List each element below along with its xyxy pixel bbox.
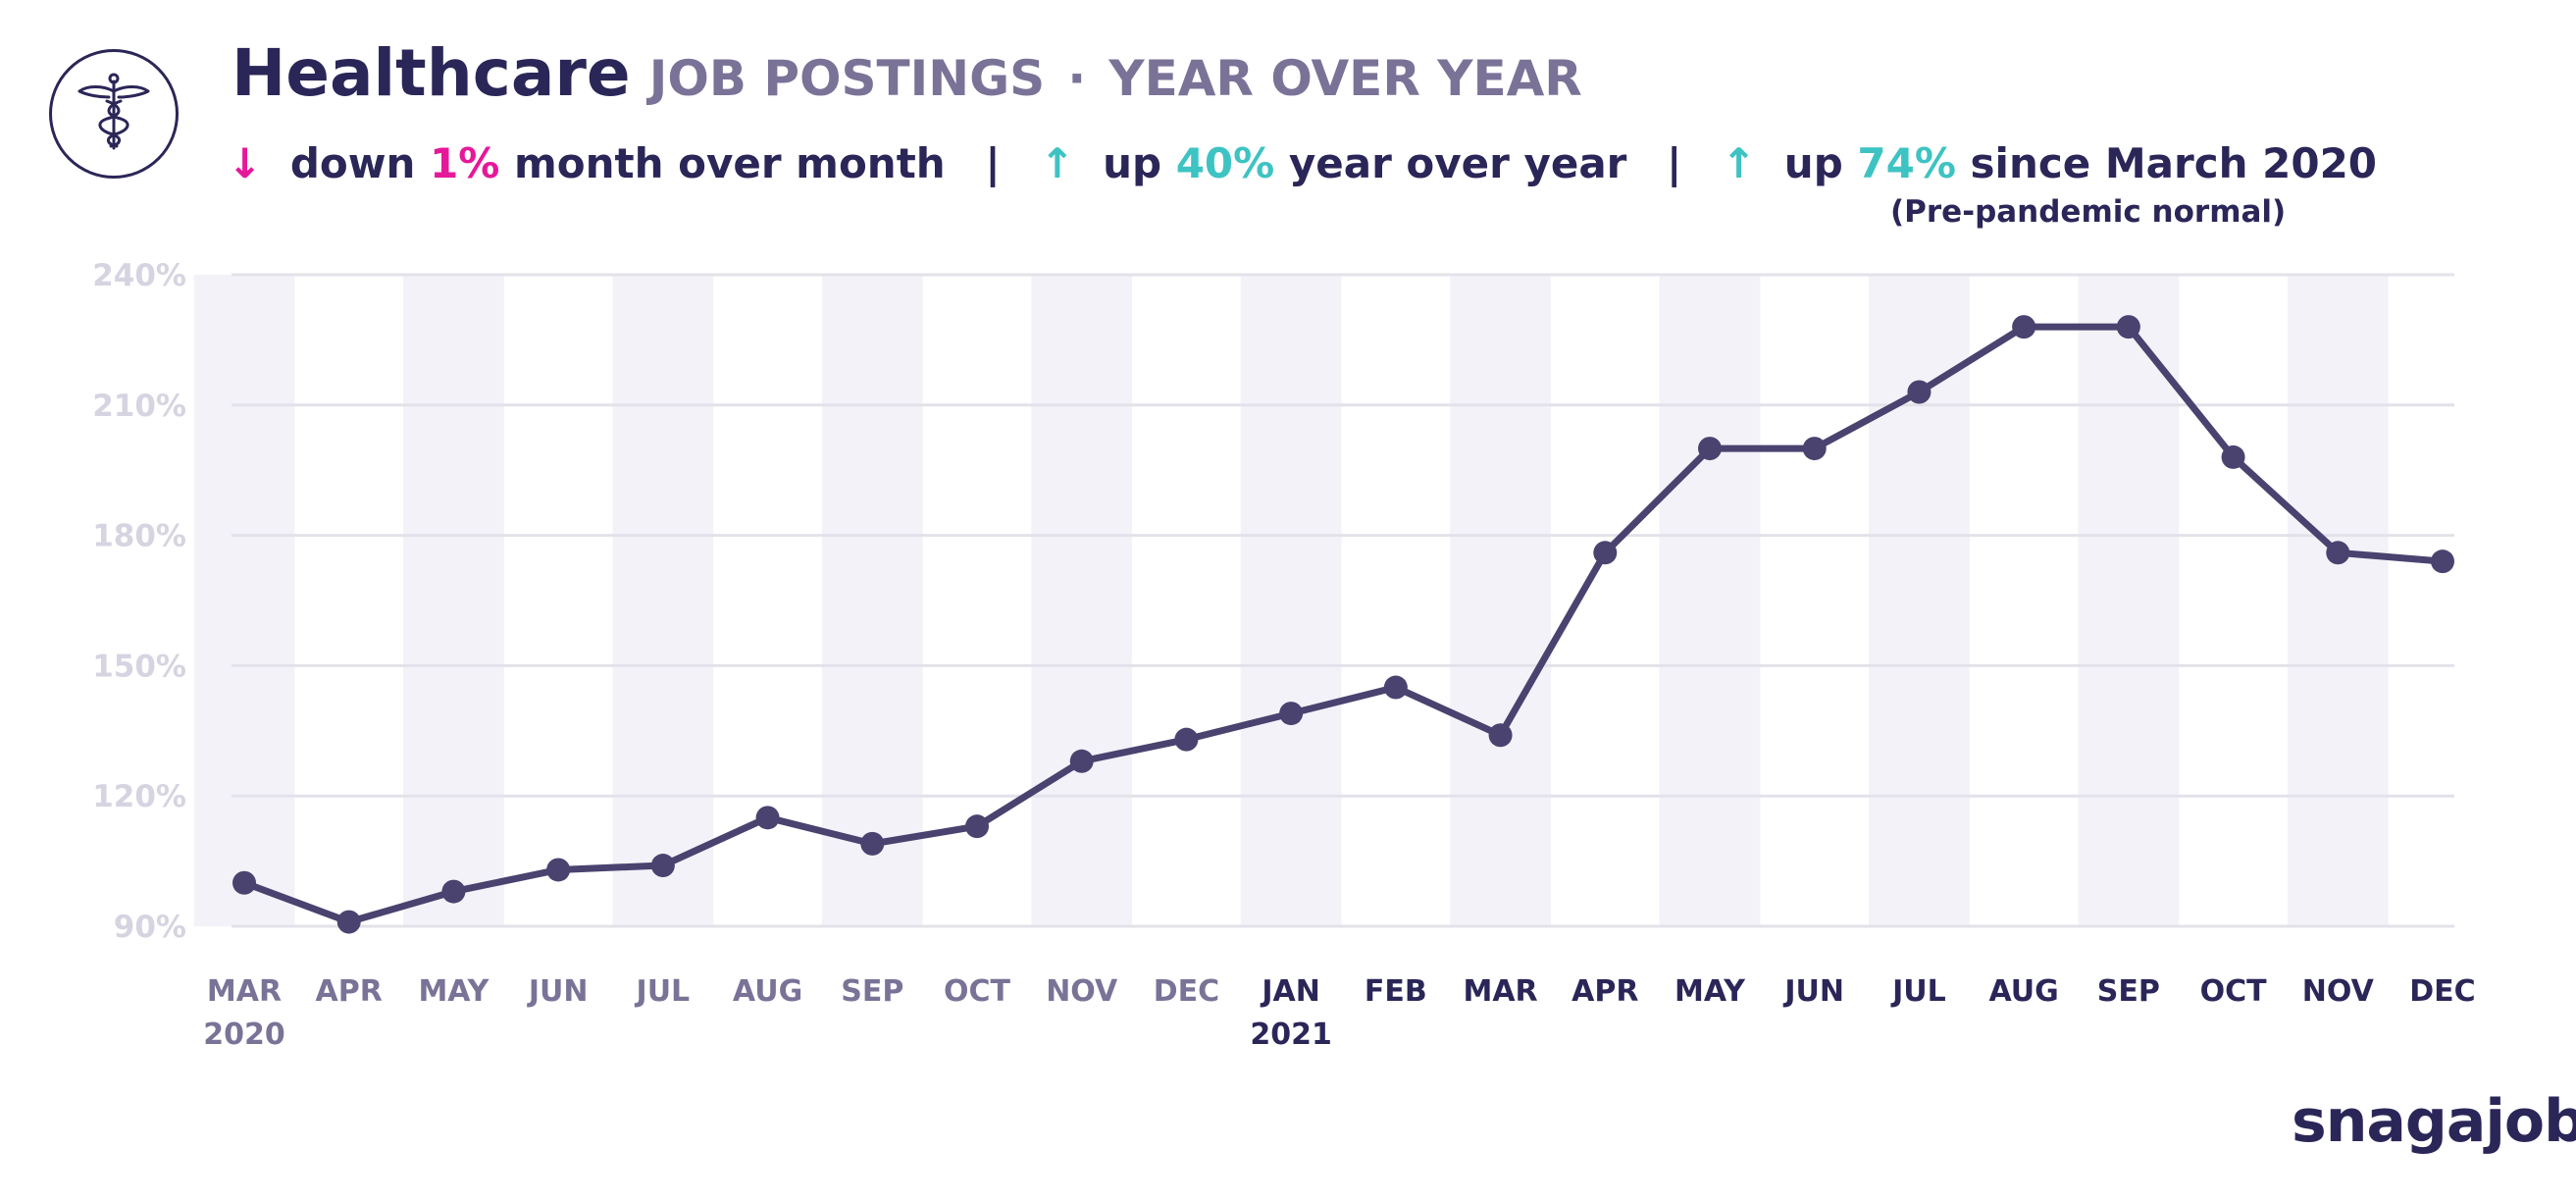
data-point <box>1069 749 1094 773</box>
footnote: (Pre-pandemic normal) <box>1890 194 2287 230</box>
arrow-down-icon: ↓ <box>228 139 263 187</box>
stat-yoy-suffix: year over year <box>1288 139 1627 187</box>
stat-separator: | <box>1667 139 1682 187</box>
x-axis-ticks: MAR APR MAY JUN JUL AUG SEP OCT NOV DEC JAN FEB MAR A… <box>203 974 2475 1052</box>
data-point <box>1279 702 1304 726</box>
y-tick-label: 120% <box>92 779 186 814</box>
stat-yoy-prefix: up <box>1103 139 1162 187</box>
stat-since: ↑ up 74% since March 2020 <box>1722 139 2377 187</box>
title-dot: · <box>1067 50 1087 107</box>
logo-badge <box>49 49 179 179</box>
x-tick-label: JUL <box>1890 974 1946 1009</box>
title-subtitle-1: JOB POSTINGS <box>648 50 1046 107</box>
x-tick-label: NOV <box>1046 974 1118 1009</box>
y-axis-ticks: 90% 120% 150% 180% 210% 240% <box>92 258 186 945</box>
x-tick-label: DEC <box>1154 974 1219 1009</box>
data-point <box>336 910 361 934</box>
x-year-label: 2021 <box>1250 1018 1332 1052</box>
x-tick-label: DEC <box>2409 974 2475 1009</box>
data-point <box>2326 541 2350 565</box>
data-point <box>650 854 675 878</box>
data-point <box>2221 444 2245 469</box>
stat-mom: ↓ down 1% month over month <box>228 139 959 187</box>
stat-mom-suffix: month over month <box>514 139 946 187</box>
data-point <box>441 879 466 904</box>
x-tick-label: MAR <box>207 974 282 1009</box>
data-point <box>2012 315 2036 339</box>
data-point <box>1802 437 1827 461</box>
x-tick-label: MAY <box>418 974 489 1009</box>
data-point <box>1698 437 1722 461</box>
x-tick-label: JUN <box>1782 974 1844 1009</box>
x-tick-label: OCT <box>944 974 1011 1009</box>
arrow-up-icon: ↑ <box>1721 139 1757 187</box>
stats-row: ↓ down 1% month over month | ↑ up 40% ye… <box>228 139 2377 187</box>
chart-title: Healthcare JOB POSTINGS · YEAR OVER YEAR <box>232 35 1582 111</box>
y-tick-label: 210% <box>92 389 186 424</box>
x-tick-label: SEP <box>841 974 903 1009</box>
x-tick-label: JUN <box>527 974 589 1009</box>
x-tick-label: FEB <box>1365 974 1427 1009</box>
stat-yoy: ↑ up 40% year over year <box>1040 139 1641 187</box>
x-tick-label: NOV <box>2302 974 2375 1009</box>
x-tick-label: MAY <box>1674 974 1746 1009</box>
chart-band <box>612 275 714 926</box>
stat-mom-prefix: down <box>289 139 416 187</box>
x-tick-label: OCT <box>2200 974 2268 1009</box>
chart-band <box>1031 275 1133 926</box>
title-subtitle-2: YEAR OVER YEAR <box>1108 50 1582 107</box>
brand-logo: snagajob <box>2292 1087 2576 1156</box>
x-tick-label: APR <box>316 974 383 1009</box>
x-tick-label: APR <box>1571 974 1638 1009</box>
stat-yoy-value: 40% <box>1175 139 1275 187</box>
x-tick-label: JAN <box>1260 974 1320 1009</box>
data-point <box>1488 723 1513 748</box>
chart-band <box>193 275 295 926</box>
stat-separator: | <box>985 139 1001 187</box>
y-tick-label: 150% <box>92 649 186 684</box>
chart-band <box>1659 275 1761 926</box>
data-point <box>232 870 256 895</box>
data-point <box>2116 315 2140 339</box>
x-tick-label: AUG <box>1989 974 2059 1009</box>
data-point <box>755 806 780 830</box>
stat-mom-value: 1% <box>430 139 500 187</box>
data-point <box>860 831 885 856</box>
x-tick-label: AUG <box>733 974 802 1009</box>
chart-grid <box>232 273 2454 928</box>
data-point <box>1383 675 1408 700</box>
data-point <box>2431 549 2454 574</box>
chart-band <box>2078 275 2180 926</box>
y-tick-label: 180% <box>92 519 186 554</box>
data-point <box>546 858 571 882</box>
chart-band <box>1450 275 1551 926</box>
chart-band <box>1240 275 1342 926</box>
caduceus-icon <box>77 73 150 150</box>
data-point <box>1174 727 1199 752</box>
chart-band <box>403 275 504 926</box>
y-tick-label: 90% <box>114 910 186 945</box>
data-point <box>965 814 989 839</box>
series-points <box>232 315 2454 934</box>
stat-since-suffix: since March 2020 <box>1970 139 2378 187</box>
x-year-label: 2020 <box>203 1018 285 1052</box>
chart-bands <box>193 275 2389 926</box>
x-tick-label: SEP <box>2097 974 2160 1009</box>
stat-since-prefix: up <box>1783 139 1843 187</box>
series-line <box>240 323 2447 926</box>
arrow-up-icon: ↑ <box>1040 139 1075 187</box>
y-tick-label: 240% <box>92 258 186 293</box>
title-main: Healthcare <box>232 35 631 111</box>
data-point <box>1907 380 1932 404</box>
stat-since-value: 74% <box>1857 139 1956 187</box>
chart-band <box>821 275 923 926</box>
x-tick-label: JUL <box>635 974 691 1009</box>
chart-band <box>2287 275 2389 926</box>
data-point <box>1593 541 1618 565</box>
x-tick-label: MAR <box>1463 974 1537 1009</box>
